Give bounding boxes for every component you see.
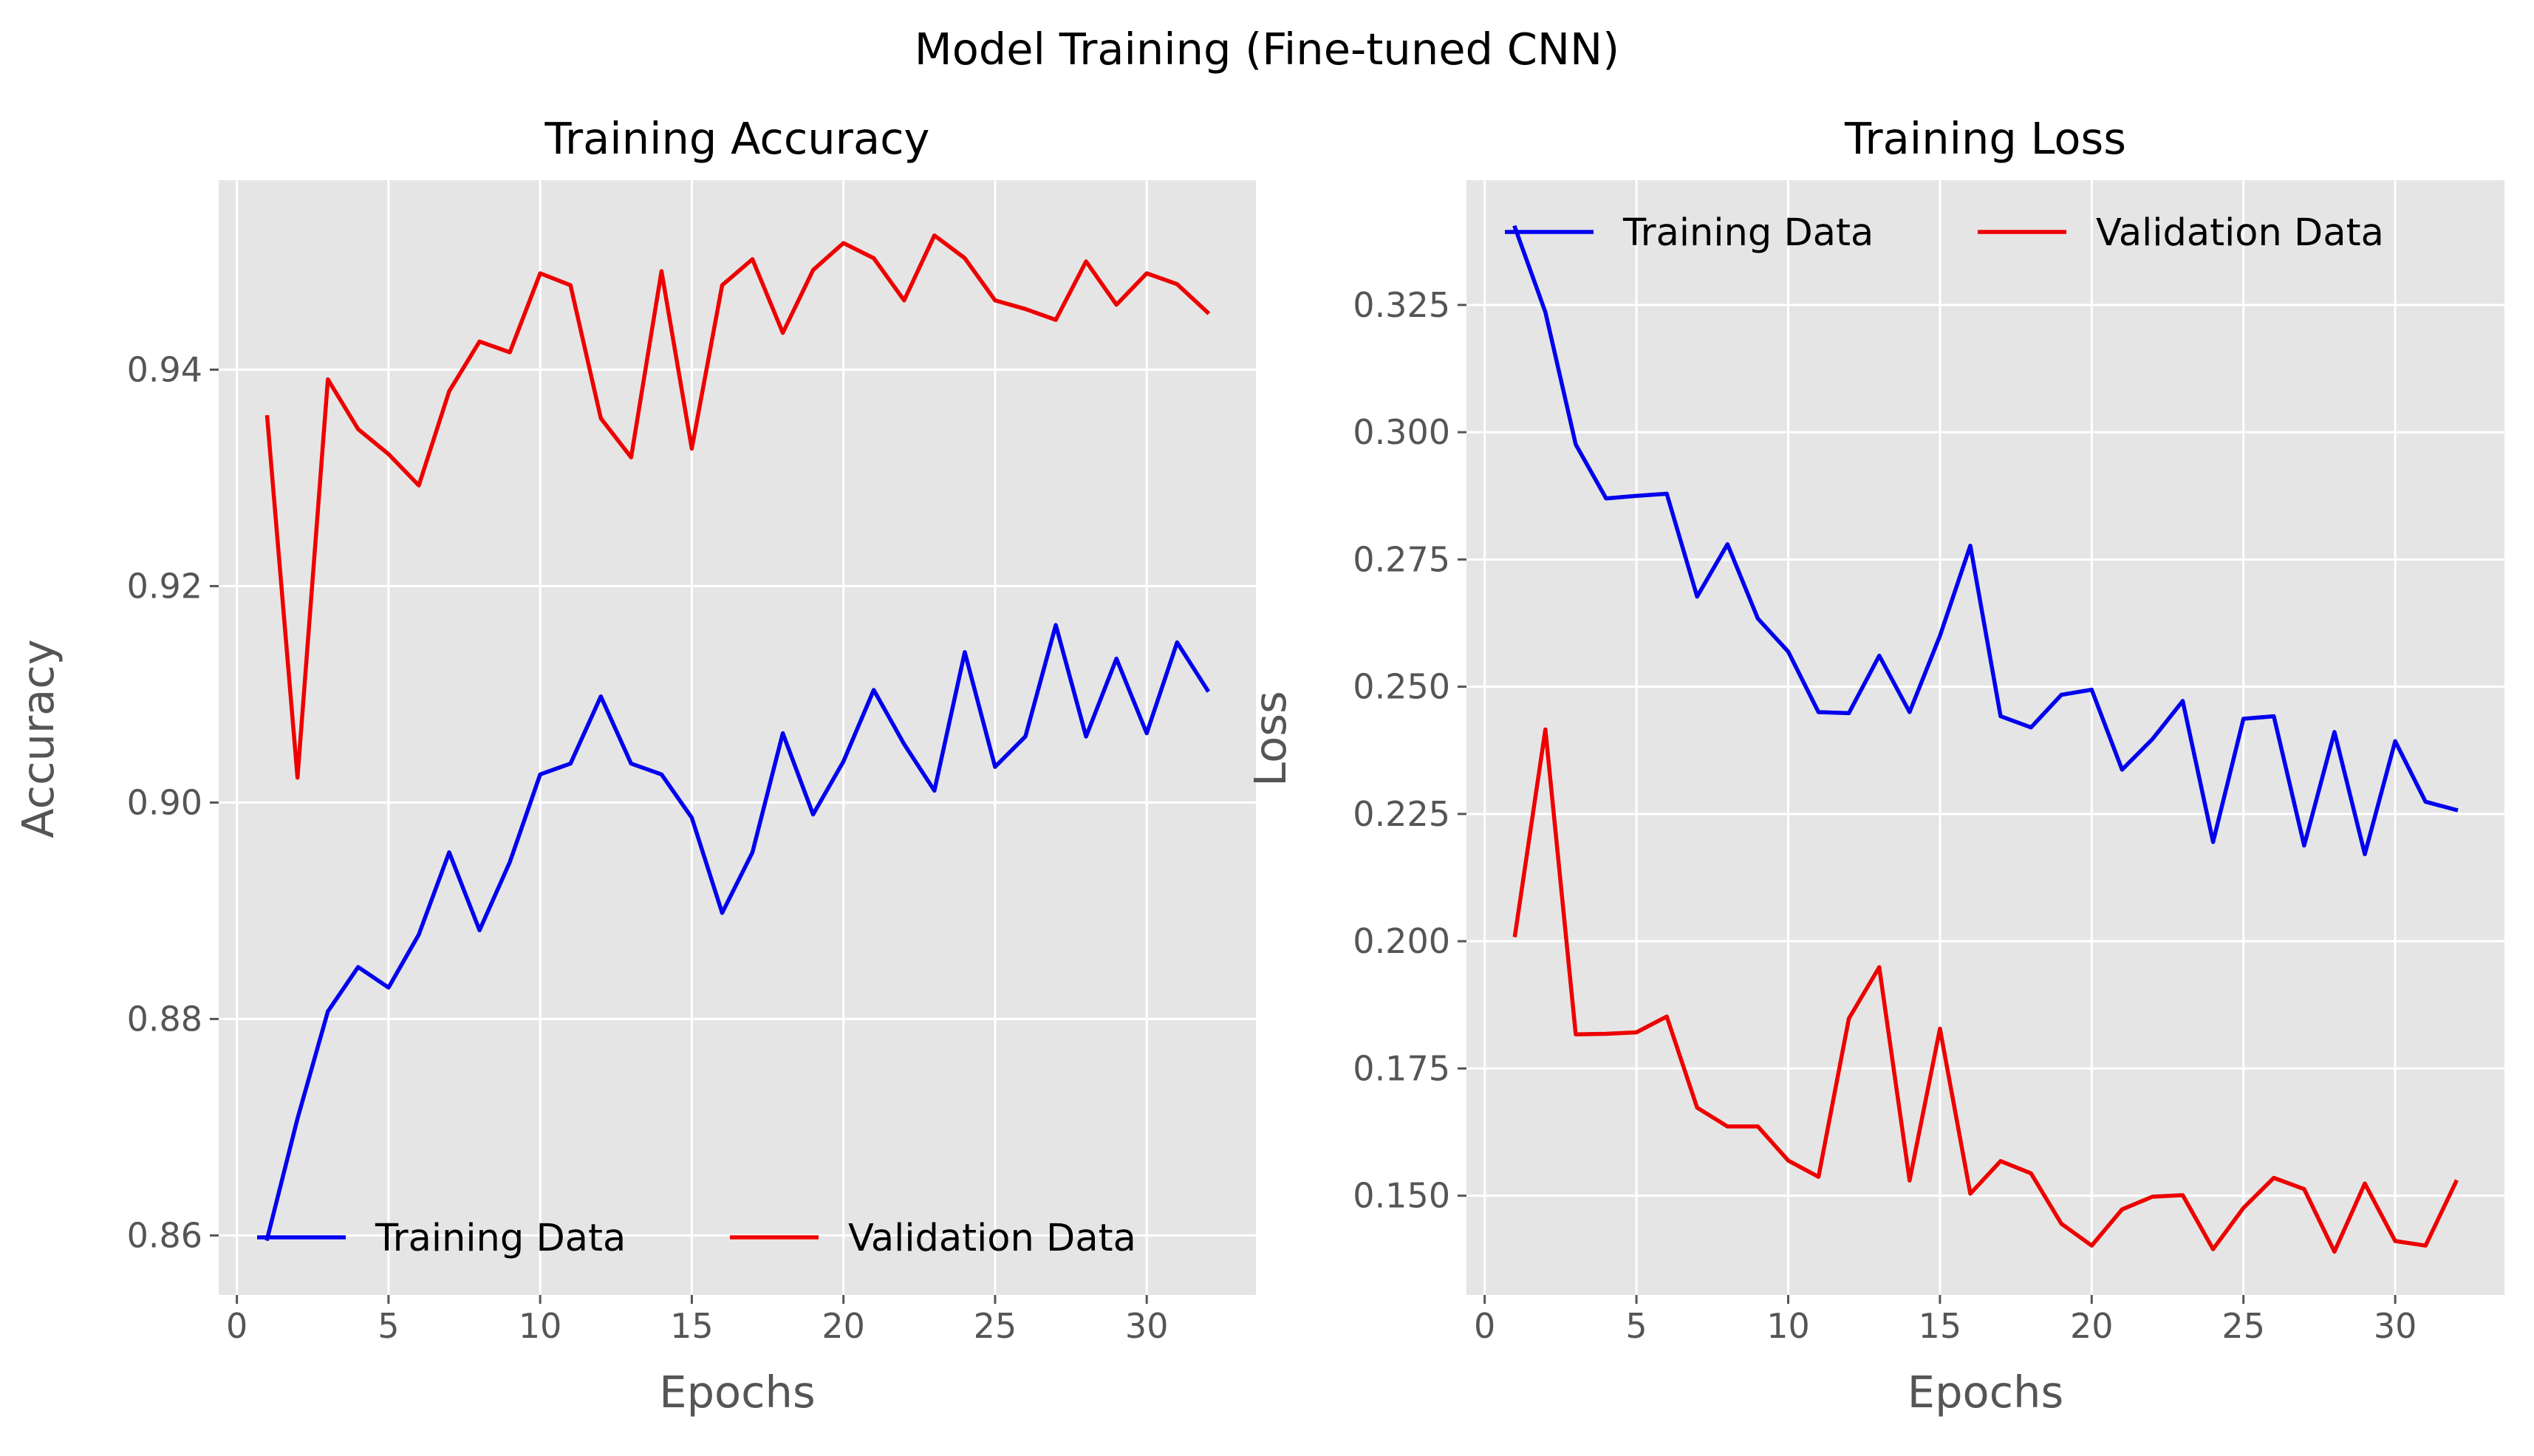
y-tick-label: 0.200	[1353, 921, 1450, 961]
figure-suptitle: Model Training (Fine-tuned CNN)	[915, 24, 1619, 75]
x-tick-label: 0	[1474, 1306, 1495, 1346]
y-tick-label: 0.325	[1353, 285, 1450, 325]
x-tick-label: 15	[670, 1306, 714, 1346]
y-tick-label: 0.300	[1353, 412, 1450, 452]
y-tick-label: 0.94	[127, 349, 202, 389]
y-tick-label: 0.90	[127, 782, 202, 822]
y-tick-label: 0.88	[127, 999, 202, 1039]
y-tick-label: 0.275	[1353, 539, 1450, 579]
chart-title: Training Accuracy	[544, 113, 930, 164]
series-line-training	[264, 623, 1211, 1242]
x-tick-label: 5	[1625, 1306, 1647, 1346]
x-tick-label: 20	[2070, 1306, 2114, 1346]
y-tick-label: 0.225	[1353, 794, 1450, 834]
legend: Training Data Validation Data	[257, 1217, 1136, 1260]
plot-area	[1466, 180, 2504, 1295]
y-axis-label: Accuracy	[13, 639, 64, 838]
y-tick-label: 0.150	[1353, 1176, 1450, 1216]
legend-label-validation: Validation Data	[2096, 211, 2384, 255]
loss-chart: 0 5 10 15 20 25 30 0.150 0.175 0.200 0.225 0.250 0.2…	[1245, 113, 2504, 1418]
x-axis-label: Epochs	[1908, 1367, 2063, 1418]
chart-title: Training Loss	[1844, 113, 2126, 164]
y-tick-label: 0.175	[1353, 1048, 1450, 1088]
x-tick-label: 10	[1766, 1306, 1810, 1346]
x-tick-label: 20	[822, 1306, 865, 1346]
x-tick-label: 5	[378, 1306, 399, 1346]
legend-label-training: Training Data	[1622, 211, 1874, 255]
x-tick-label: 25	[974, 1306, 1017, 1346]
series-line-training	[1512, 225, 2459, 857]
series-line-validation	[1512, 727, 2459, 1254]
x-tick-label: 30	[2374, 1306, 2417, 1346]
accuracy-chart: 0 5 10 15 20 25 30 0.86 0.88 0.90 0.92 0.94 Training…	[13, 113, 1256, 1418]
x-tick-label: 30	[1125, 1306, 1169, 1346]
x-tick-label: 25	[2221, 1306, 2265, 1346]
y-axis-label: Loss	[1245, 691, 1296, 786]
x-axis-label: Epochs	[659, 1367, 815, 1418]
legend: Training Data Validation Data	[1505, 211, 2384, 255]
series-line-validation	[264, 233, 1211, 780]
y-tick-label: 0.86	[127, 1215, 202, 1255]
plot-area	[219, 180, 1256, 1295]
y-tick-label: 0.250	[1353, 667, 1450, 707]
x-tick-label: 10	[519, 1306, 562, 1346]
x-tick-label: 0	[226, 1306, 247, 1346]
x-tick-label: 15	[1919, 1306, 1962, 1346]
legend-label-training: Training Data	[375, 1217, 626, 1260]
y-tick-label: 0.92	[127, 566, 202, 606]
legend-label-validation: Validation Data	[848, 1217, 1136, 1260]
